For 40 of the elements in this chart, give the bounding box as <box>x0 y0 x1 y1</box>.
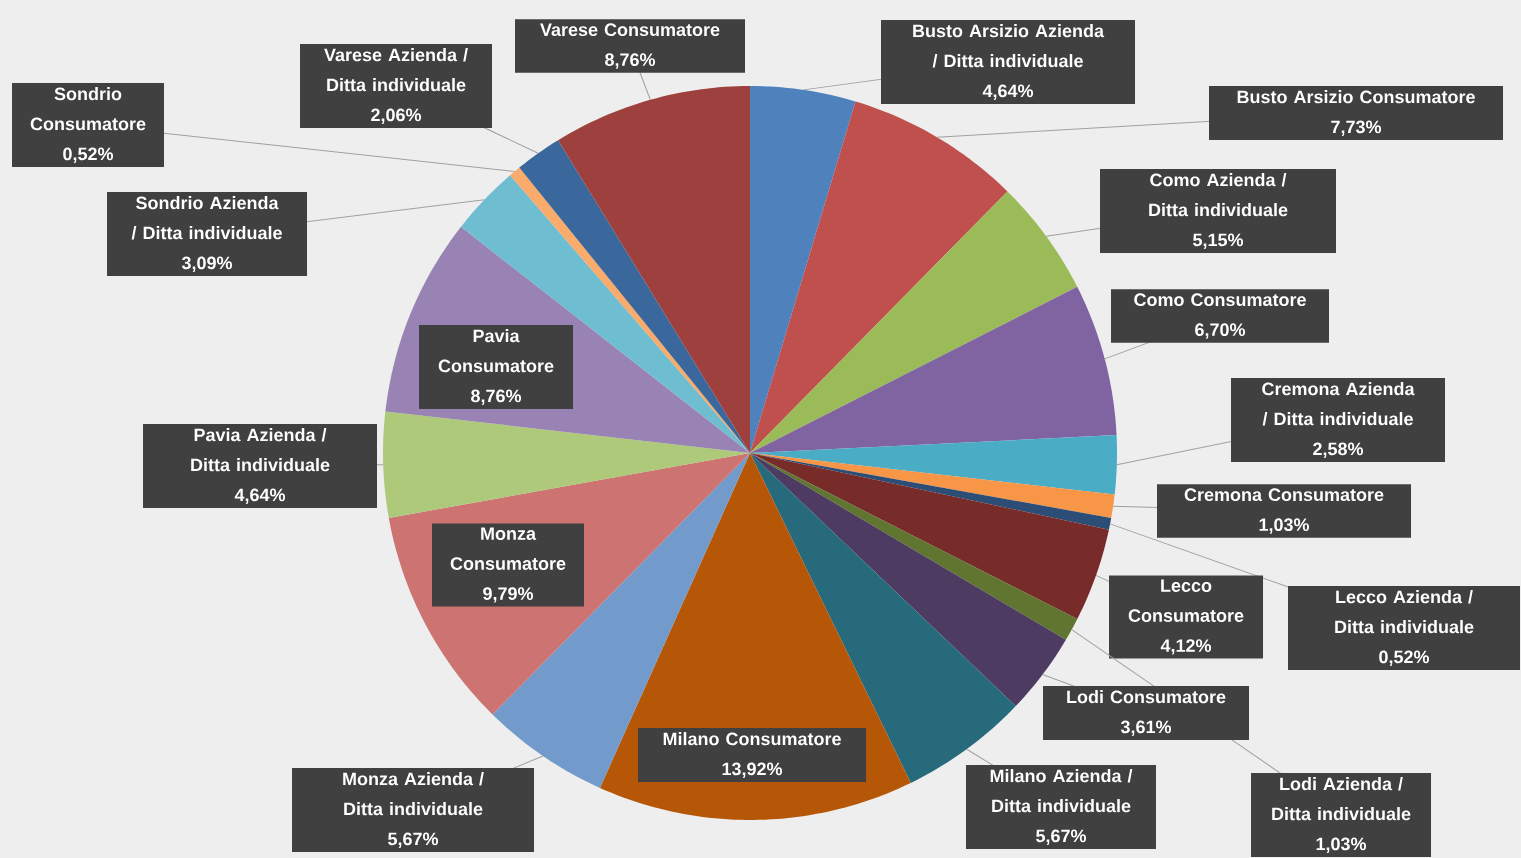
slice-label: Lodi Azienda / Ditta individuale <box>1272 777 1411 821</box>
data-label: 0,52% <box>63 147 114 163</box>
data-label: 2,58% <box>1313 442 1364 458</box>
slice-label: Busto Arsizio Azienda / Ditta individuale <box>913 24 1105 68</box>
slice-label: Busto Arsizio Consumatore <box>1237 90 1475 104</box>
data-label: 1,03% <box>1316 837 1367 853</box>
data-label: 7,73% <box>1331 120 1382 136</box>
data-label: 5,15% <box>1193 233 1244 249</box>
data-label: 0,52% <box>1379 650 1430 666</box>
slice-label: Lecco Consumatore <box>1128 579 1244 622</box>
data-label: 4,12% <box>1160 639 1212 655</box>
data-label: 1,03% <box>1259 518 1310 534</box>
data-label: 8,76% <box>471 389 522 405</box>
slice-label: Lodi Consumatore <box>1067 690 1226 704</box>
slice-label: Monza Consumatore <box>450 527 566 570</box>
slice-label: Como Azienda / Ditta individuale <box>1149 173 1288 217</box>
data-label: 9,79% <box>483 587 534 603</box>
data-label: 4,64% <box>234 488 286 504</box>
slice-label: Milano Consumatore <box>663 732 841 746</box>
slice-label: Milano Azienda / Ditta individuale <box>990 769 1133 813</box>
slice-label: Varese Consumatore <box>540 23 720 37</box>
slice-label: Lecco Azienda / Ditta individuale <box>1335 590 1474 634</box>
data-label: 2,06% <box>371 108 422 124</box>
data-label: 13,92% <box>722 762 783 778</box>
data-label: 5,67% <box>388 832 439 848</box>
data-label: 5,67% <box>1036 829 1087 845</box>
data-label: 6,70% <box>1195 323 1246 339</box>
data-label: 3,61% <box>1120 720 1172 736</box>
slice-label: Sondrio Azienda / Ditta individuale <box>131 196 282 240</box>
slice-label: Cremona Consumatore <box>1184 488 1384 502</box>
slice-label: Sondrio Consumatore <box>30 87 146 131</box>
slice-label: Como Consumatore <box>1134 293 1306 307</box>
slice-label: Cremona Azienda / Ditta individuale <box>1262 382 1415 426</box>
data-label: 3,09% <box>181 256 233 272</box>
slice-label: Monza Azienda / Ditta individuale <box>343 772 484 816</box>
slice-label: Pavia Azienda / Ditta individuale <box>191 428 330 472</box>
data-label: 8,76% <box>605 53 656 69</box>
data-label: 4,64% <box>982 84 1034 100</box>
slice-label: Pavia Consumatore <box>438 329 554 373</box>
slice-label: Varese Azienda / Ditta individuale <box>324 48 468 92</box>
